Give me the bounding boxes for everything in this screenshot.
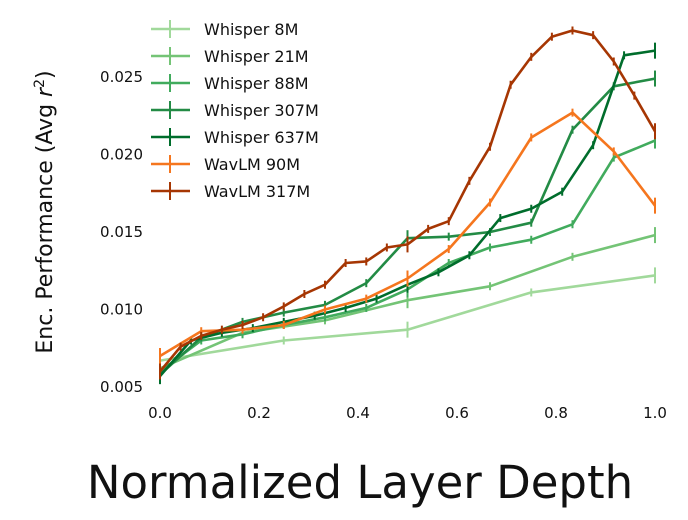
legend-item: Whisper 637M — [151, 128, 319, 147]
y-tick-label: 0.010 — [100, 301, 143, 319]
x-tick-label: 0.8 — [544, 404, 568, 422]
series-group — [158, 26, 657, 385]
x-tick-label: 0.0 — [148, 404, 172, 422]
legend-label: Whisper 88M — [204, 74, 309, 93]
legend: Whisper 8M Whisper 21M Whisper 88M Whisper … — [151, 20, 319, 201]
series-wavlm-317m — [158, 26, 657, 380]
legend-item: WavLM 90M — [151, 155, 300, 174]
legend-item: Whisper 8M — [151, 20, 298, 39]
y-tick-label: 0.015 — [100, 223, 143, 241]
series-wavlm-90m — [159, 108, 657, 364]
x-tick-label: 1.0 — [643, 404, 667, 422]
x-tick-label: 0.4 — [346, 404, 370, 422]
legend-label: WavLM 90M — [204, 155, 300, 174]
legend-label: Whisper 637M — [204, 128, 319, 147]
legend-item: Whisper 307M — [151, 101, 319, 120]
legend-label: Whisper 8M — [204, 20, 298, 39]
y-tick-label: 0.025 — [100, 68, 143, 86]
x-tick-labels: 0.0 0.2 0.4 0.6 0.8 1.0 — [148, 404, 667, 422]
x-tick-label: 0.6 — [445, 404, 469, 422]
y-tick-labels: 0.005 0.010 0.015 0.020 0.025 — [100, 68, 143, 396]
y-tick-label: 0.005 — [100, 378, 143, 396]
legend-item: Whisper 21M — [151, 47, 309, 66]
x-axis-label: Normalized Layer Depth — [87, 456, 633, 509]
y-tick-label: 0.020 — [100, 146, 143, 164]
legend-label: Whisper 21M — [204, 47, 309, 66]
legend-label: Whisper 307M — [204, 101, 319, 120]
legend-item: Whisper 88M — [151, 74, 309, 93]
x-tick-label: 0.2 — [247, 404, 271, 422]
y-axis-label: Enc. Performance (Avg r2) — [32, 70, 58, 353]
legend-label: WavLM 317M — [204, 182, 310, 201]
legend-item: WavLM 317M — [151, 182, 310, 201]
